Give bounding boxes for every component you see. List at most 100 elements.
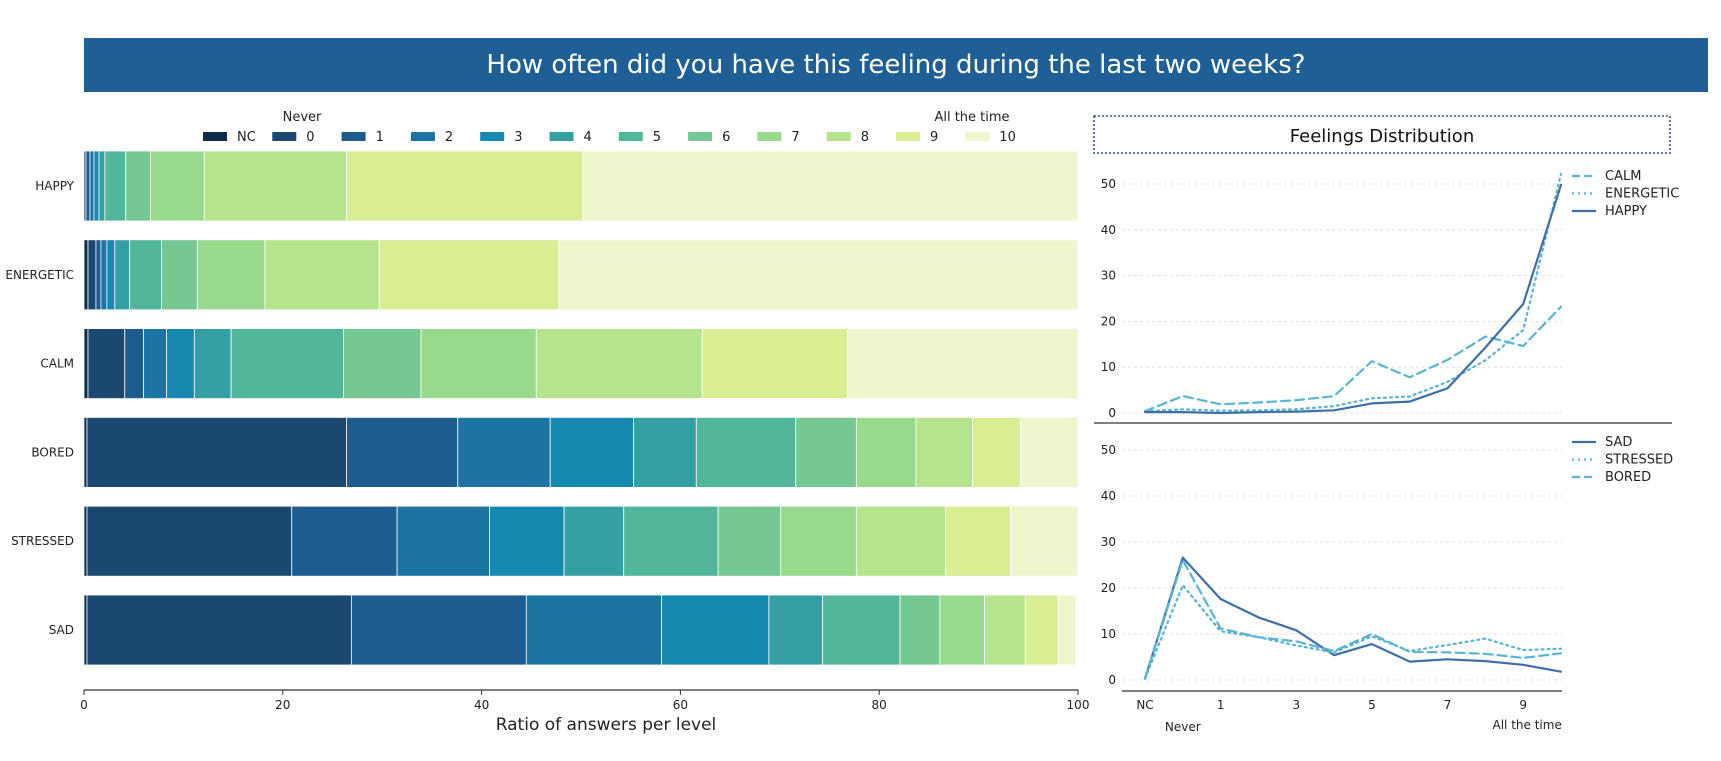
legend-label-8: 8 [861,130,869,145]
legend-swatch-0 [272,132,297,141]
bar-calm-level-3 [166,328,195,400]
bar-sad-level-1 [350,594,527,666]
x-all-the-time-label: All the time [1493,718,1562,732]
x-tick-label: 7 [1444,698,1452,712]
bar-energetic-level-4 [114,239,131,311]
bar-calm-level-5 [230,328,344,400]
bar-energetic-level-10 [558,239,1079,311]
bar-happy-level-8 [203,150,347,222]
bar-sad-level-2 [525,594,662,666]
bar-sad-level-5 [822,594,901,666]
bar-sad-level-3 [661,594,770,666]
bar-stressed-level-3 [489,505,565,577]
legend-label-sad: SAD [1605,435,1632,450]
y-tick-label: 10 [1101,627,1116,641]
bar-happy-level-3 [93,150,100,222]
legend-swatch-4 [549,132,574,141]
series-line-energetic [1143,172,1563,413]
bar-happy-level-1 [85,150,91,222]
bar-bored-level-4 [633,416,697,488]
legend-swatch-2 [410,132,435,141]
bar-calm-level-8 [535,328,703,400]
bar-bored-level-5 [695,416,797,488]
bar-happy-level-5 [104,150,127,222]
legend-swatch-5 [618,132,643,141]
bar-bored-level-nc [83,416,88,488]
x-tick-label: 40 [474,698,489,712]
legend-label-bored: BORED [1605,470,1651,485]
y-tick-label: 30 [1101,269,1116,283]
x-tick-label: 60 [673,698,688,712]
legend-label-energetic: ENERGETIC [1605,187,1679,202]
legend-swatch-1 [341,132,366,141]
x-tick-label: 0 [80,698,88,712]
bar-energetic-level-2 [100,239,108,311]
bar-sad-level-6 [899,594,941,666]
bar-happy-level-10 [582,150,1079,222]
bar-calm-level-4 [193,328,232,400]
bar-sad-level-4 [768,594,823,666]
x-never-label: Never [1165,720,1201,734]
bar-sad-level-8 [984,594,1026,666]
y-tick-label: 50 [1101,443,1116,457]
bar-stressed-level-2 [396,505,490,577]
series-line-stressed [1143,584,1563,680]
series-line-calm [1143,305,1563,413]
bar-happy-level-9 [346,150,584,222]
legend-swatch-8 [826,132,851,141]
y-tick-label: 30 [1101,535,1116,549]
legend-label-1: 1 [376,130,384,145]
legend-label-6: 6 [722,130,730,145]
bar-bored-level-2 [457,416,551,488]
bar-energetic-level-nc [83,239,89,311]
legend-label-7: 7 [791,130,799,145]
legend-label-calm: CALM [1605,169,1641,184]
series-line-sad [1143,556,1563,680]
x-tick-label: NC [1136,698,1153,712]
legend-all-the-time-label: All the time [934,110,1009,125]
category-label-energetic: ENERGETIC [5,268,74,282]
legend-label-9: 9 [930,130,938,145]
legend-label-happy: HAPPY [1605,204,1647,219]
x-tick-label: 9 [1519,698,1527,712]
bar-sad-level-10 [1057,594,1077,666]
legend-label-nc: NC [237,130,256,145]
legend-swatch-nc [203,132,227,141]
bar-calm-level-nc [83,328,89,400]
y-tick-label: 40 [1101,489,1116,503]
line-chart-title-box [1093,115,1671,154]
legend-label-10: 10 [999,130,1016,145]
x-axis-label: Ratio of answers per level [496,715,717,735]
x-tick-label: 5 [1368,698,1376,712]
x-tick-label: 20 [275,698,290,712]
bar-bored-level-9 [972,416,1021,488]
bar-sad-level-7 [939,594,985,666]
series-line-happy [1143,183,1563,415]
bar-happy-level-7 [150,150,205,222]
bar-bored-level-1 [346,416,459,488]
bar-stressed-level-8 [855,505,947,577]
legend-swatch-7 [757,132,782,141]
legend-label-4: 4 [584,130,592,145]
category-label-stressed: STRESSED [11,534,74,548]
bar-stressed-level-10 [1010,505,1079,577]
bar-energetic-level-1 [95,239,102,311]
bar-energetic-level-7 [196,239,266,311]
y-tick-label: 40 [1101,223,1116,237]
y-tick-label: 0 [1108,406,1116,420]
legend-label-5: 5 [653,130,661,145]
bar-calm-level-1 [124,328,145,400]
series-line-bored [1143,558,1563,680]
legend-swatch-10 [965,132,990,141]
bar-happy-level-6 [125,150,151,222]
chart-title-banner: How often did you have this feeling duri… [84,38,1708,92]
bar-calm-level-6 [343,328,422,400]
x-tick-label: 100 [1067,698,1090,712]
bar-energetic-level-6 [161,239,198,311]
bar-stressed-level-5 [623,505,719,577]
bar-energetic-level-9 [378,239,560,311]
x-tick-label: 3 [1292,698,1300,712]
category-label-bored: BORED [31,445,74,459]
line-chart-title: Feelings Distribution [1290,126,1474,147]
